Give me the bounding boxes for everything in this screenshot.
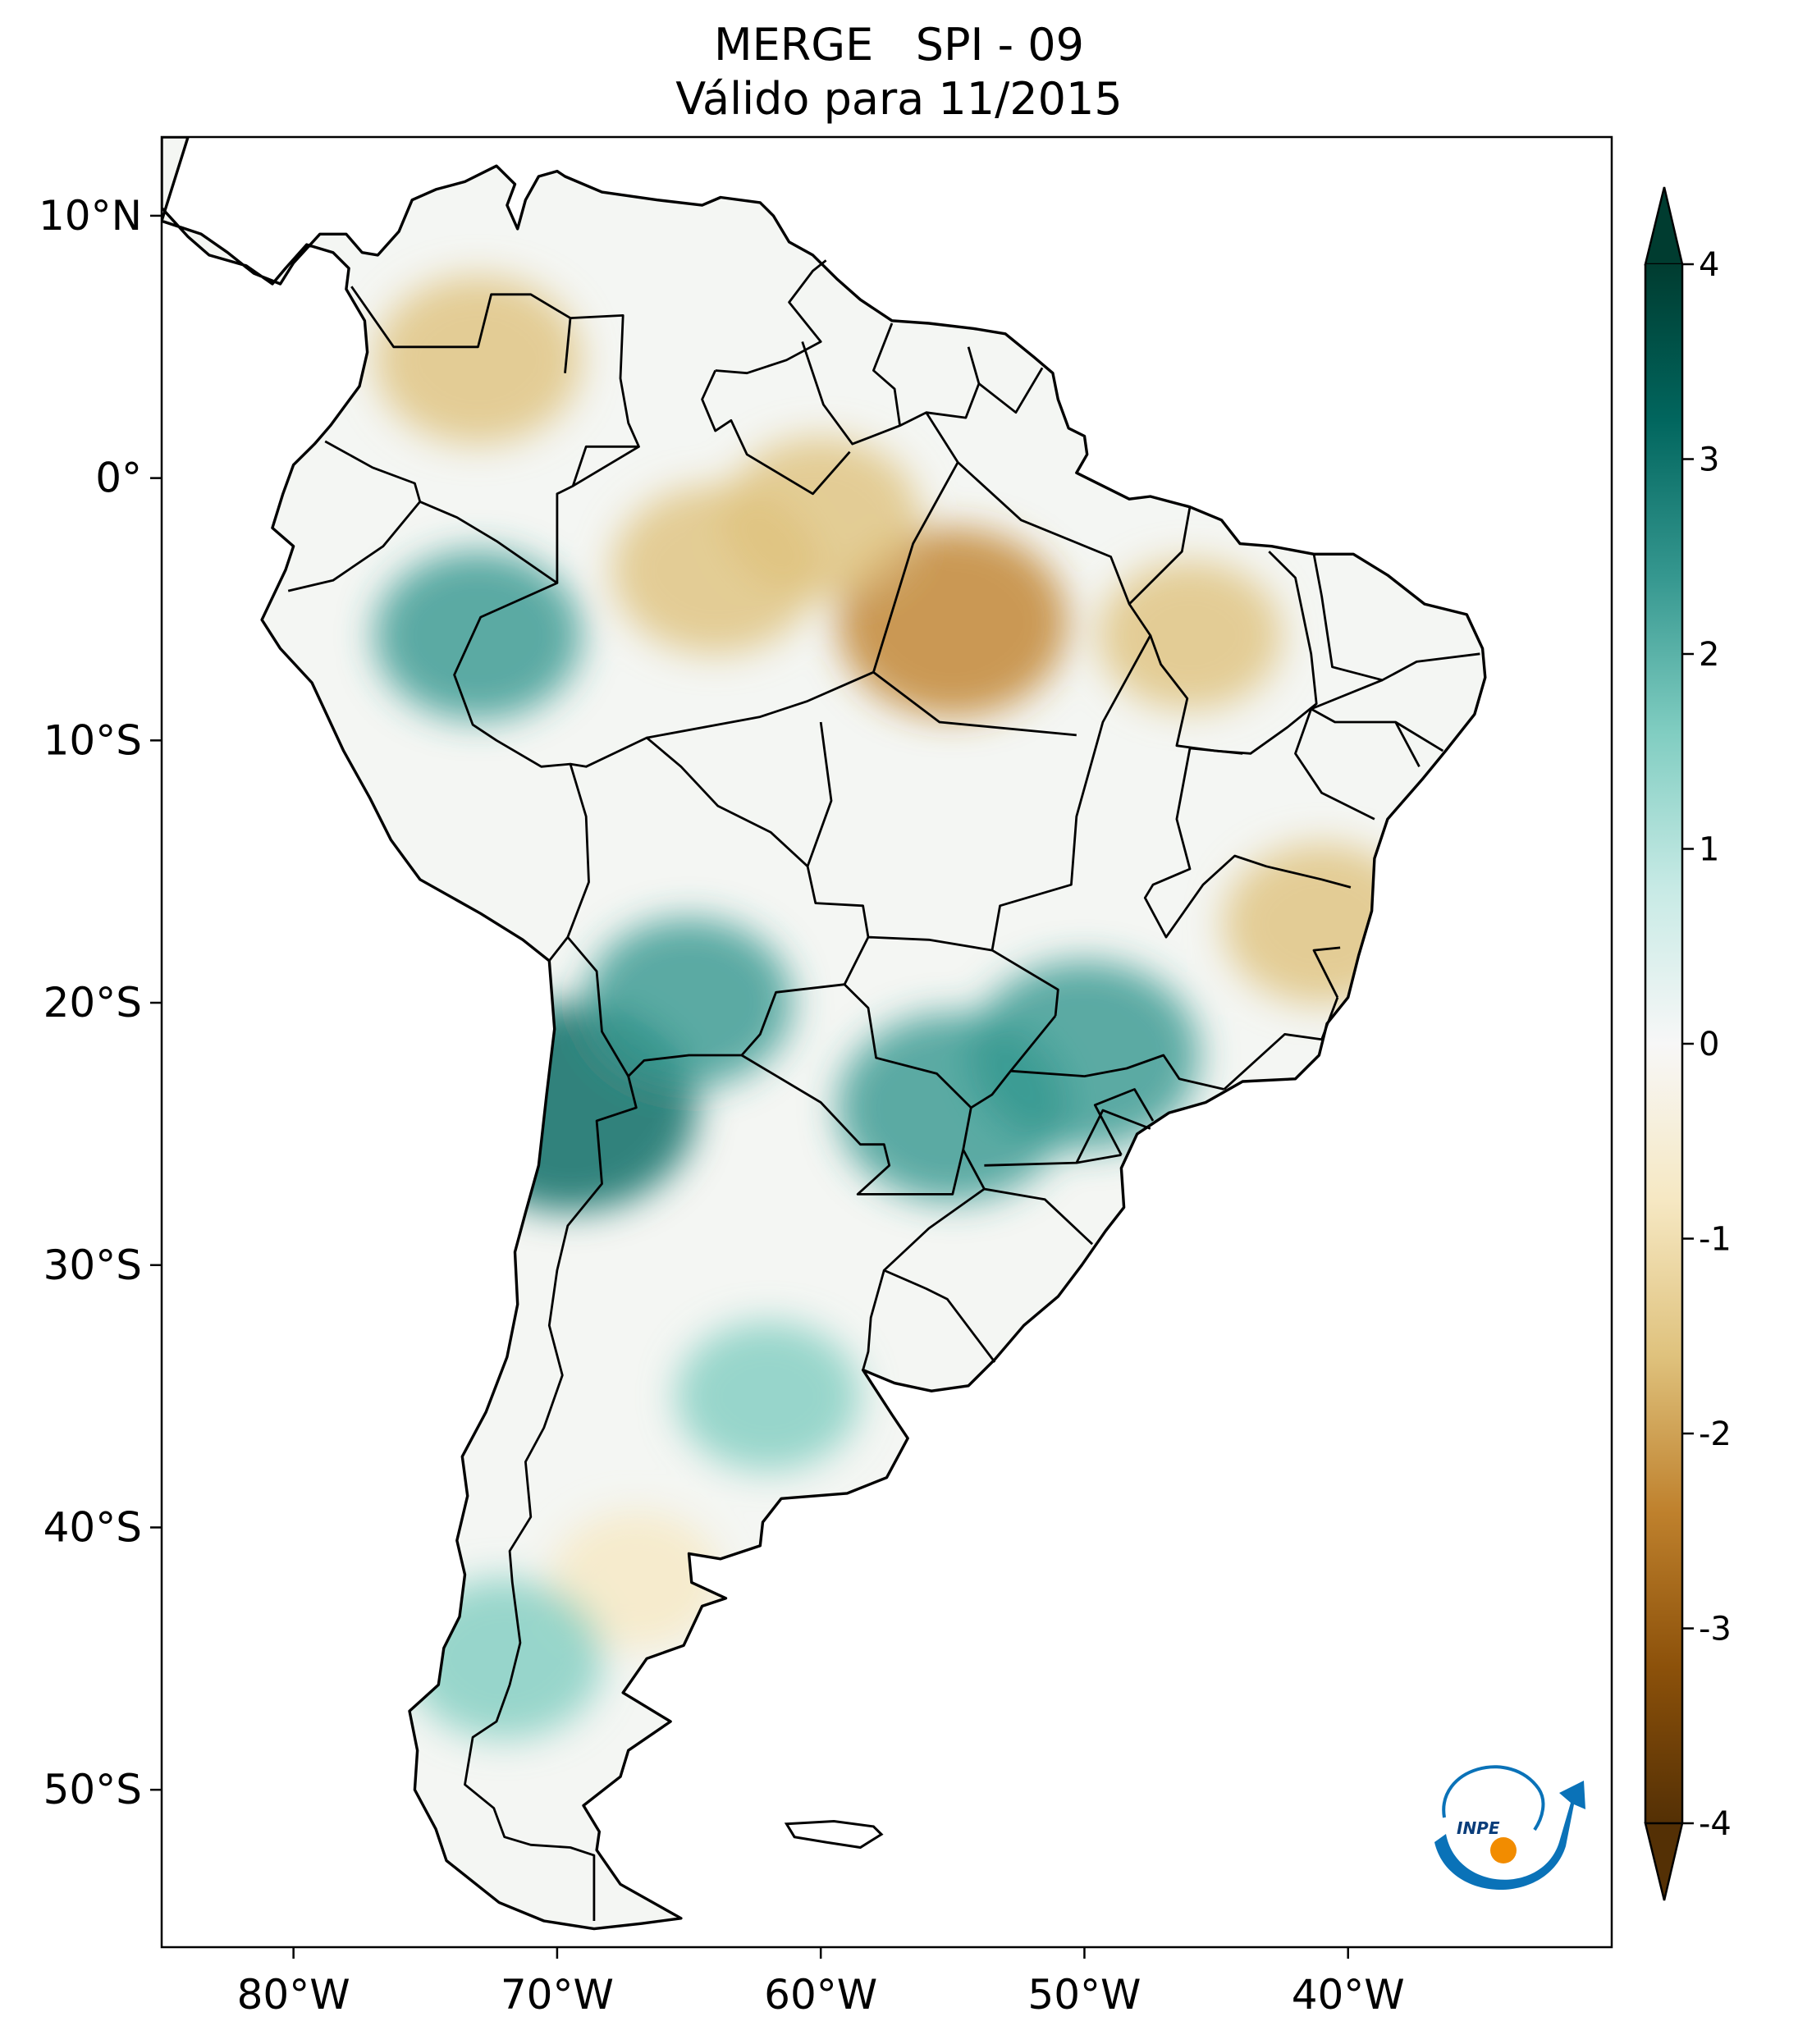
dry-anomaly-patch: [721, 437, 920, 598]
lat-tick-label: 10°S: [43, 716, 142, 764]
border-line: [1312, 946, 1341, 999]
border-line: [646, 461, 959, 739]
inpe-logo: INPE: [1434, 1765, 1585, 1891]
colorbar-tick-label: -4: [1699, 1805, 1732, 1843]
colorbar-gradient: [1645, 264, 1682, 1823]
colorbar-tick-label: 0: [1699, 1026, 1719, 1063]
border-line: [970, 1015, 1057, 1109]
wet-anomaly-patch: [675, 1321, 860, 1471]
dry-anomaly-patch: [374, 275, 582, 445]
border-line: [419, 501, 590, 962]
logo-text: INPE: [1457, 1818, 1500, 1838]
border-line: [984, 1187, 1094, 1246]
colorbar-tick-label: -1: [1699, 1221, 1732, 1259]
lat-tick-label: 50°S: [43, 1766, 142, 1813]
logo-swoosh: [1434, 1781, 1585, 1891]
border-line: [464, 1076, 638, 1921]
border-line: [872, 322, 901, 426]
border-line: [1294, 708, 1375, 821]
colorbar-tick-label: 3: [1699, 441, 1719, 479]
border-line: [1312, 554, 1480, 682]
map-area[interactable]: [162, 137, 1612, 1947]
lon-tick-label: 60°W: [764, 1971, 877, 2019]
map-title-block: MERGE SPI - 09 Válido para 11/2015: [0, 18, 1798, 126]
border-line: [806, 721, 833, 867]
longitude-axis: 80°W 70°W 60°W 50°W 40°W: [237, 1947, 1405, 2019]
wet-anomaly-patch: [585, 918, 793, 1087]
spi-anomaly-patches: [374, 275, 1421, 1740]
colorbar-tick-label: -2: [1699, 1415, 1732, 1453]
border-line: [801, 341, 981, 446]
border-line: [867, 935, 993, 952]
border-line: [741, 983, 972, 1196]
border-line: [1010, 1054, 1225, 1091]
political-borders: [287, 259, 1480, 1921]
border-line: [1394, 721, 1421, 767]
lat-tick-label: 30°S: [43, 1241, 142, 1289]
border-line: [1075, 1109, 1151, 1164]
map-subtitle: Válido para 11/2015: [675, 73, 1123, 125]
border-line: [564, 318, 572, 373]
border-line: [572, 446, 640, 487]
colorbar-extend-max: [1644, 186, 1684, 266]
lon-tick-label: 80°W: [237, 1971, 350, 2019]
border-line: [872, 671, 1077, 737]
border-line: [566, 736, 870, 1077]
dry-anomaly-patch: [837, 528, 1068, 717]
colorbar-tick-label: 1: [1699, 831, 1719, 869]
border-line: [715, 259, 827, 375]
colorbar-tick-label: 4: [1699, 246, 1719, 284]
colorbar-tick-label: 2: [1699, 636, 1719, 674]
lat-tick-label: 20°S: [43, 979, 142, 1027]
lat-tick-label: 0°: [95, 455, 142, 502]
border-line: [1223, 997, 1339, 1091]
border-line: [701, 369, 851, 496]
border-line: [350, 286, 640, 583]
lat-tick-label: 40°S: [43, 1503, 142, 1551]
colorbar: 4 3 2 1 0 -1 -2 -3 -4: [1644, 186, 1732, 1901]
logo-orbit-arc: [1442, 1765, 1545, 1831]
border-line: [287, 440, 422, 592]
border-line: [1128, 506, 1192, 606]
wet-anomaly-patch: [374, 551, 582, 720]
map-frame: [160, 135, 1613, 1949]
map-title: MERGE SPI - 09: [714, 19, 1084, 71]
border-line: [1093, 1088, 1155, 1156]
lon-tick-label: 70°W: [501, 1971, 614, 2019]
dry-anomaly-patch: [1098, 560, 1282, 711]
dry-anomaly-patch: [551, 1511, 721, 1649]
spi-field: [162, 137, 1485, 1929]
border-line: [978, 367, 1044, 414]
logo-sun-dot: [1490, 1837, 1517, 1863]
coastline: [162, 137, 1487, 1931]
border-line: [1143, 747, 1352, 939]
border-line: [862, 1269, 885, 1370]
lon-tick-label: 40°W: [1292, 1971, 1405, 2019]
colorbar-extend-min: [1644, 1822, 1684, 1901]
lat-tick-label: 10°N: [39, 192, 142, 240]
border-line: [1310, 679, 1444, 752]
border-line: [1149, 551, 1318, 755]
latitude-axis: 10°N 0° 10°S 20°S 30°S 40°S 50°S: [39, 192, 162, 1813]
lon-tick-label: 50°W: [1027, 1971, 1141, 2019]
colorbar-tick-label: -3: [1699, 1611, 1732, 1648]
falkland-islands: [784, 1819, 884, 1850]
